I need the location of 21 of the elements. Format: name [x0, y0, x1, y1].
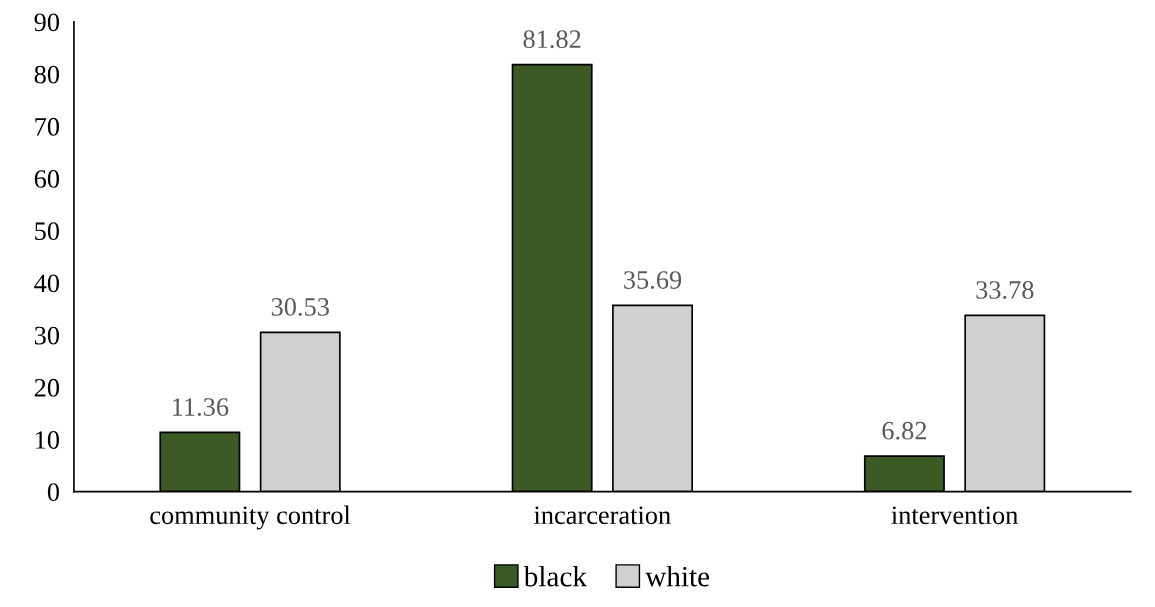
- y-tick-label: 90: [34, 13, 60, 32]
- data-label: 35.69: [624, 271, 682, 290]
- y-tick-label: 20: [34, 378, 60, 397]
- x-tick-label: incarceration: [534, 506, 671, 525]
- data-label: 81.82: [523, 30, 581, 49]
- x-tick-label: community control: [150, 505, 351, 530]
- y-tick-label: 50: [35, 222, 60, 241]
- legend-label: white: [645, 565, 710, 587]
- y-tick-label: 80: [34, 65, 60, 84]
- y-tick-label: 30: [34, 326, 60, 345]
- y-tick-label: 70: [35, 117, 60, 136]
- data-label: 33.78: [976, 281, 1034, 299]
- y-tick-label: 10: [35, 431, 60, 449]
- y-tick-label: 0: [47, 483, 60, 502]
- y-tick-label: 60: [34, 170, 60, 188]
- data-label: 11.36: [172, 398, 229, 417]
- legend-label: black: [523, 565, 587, 587]
- data-label: 30.53: [271, 298, 329, 316]
- y-tick-label: 40: [34, 274, 60, 293]
- x-tick-label: intervention: [891, 506, 1018, 525]
- data-label: 6.82: [882, 421, 927, 440]
